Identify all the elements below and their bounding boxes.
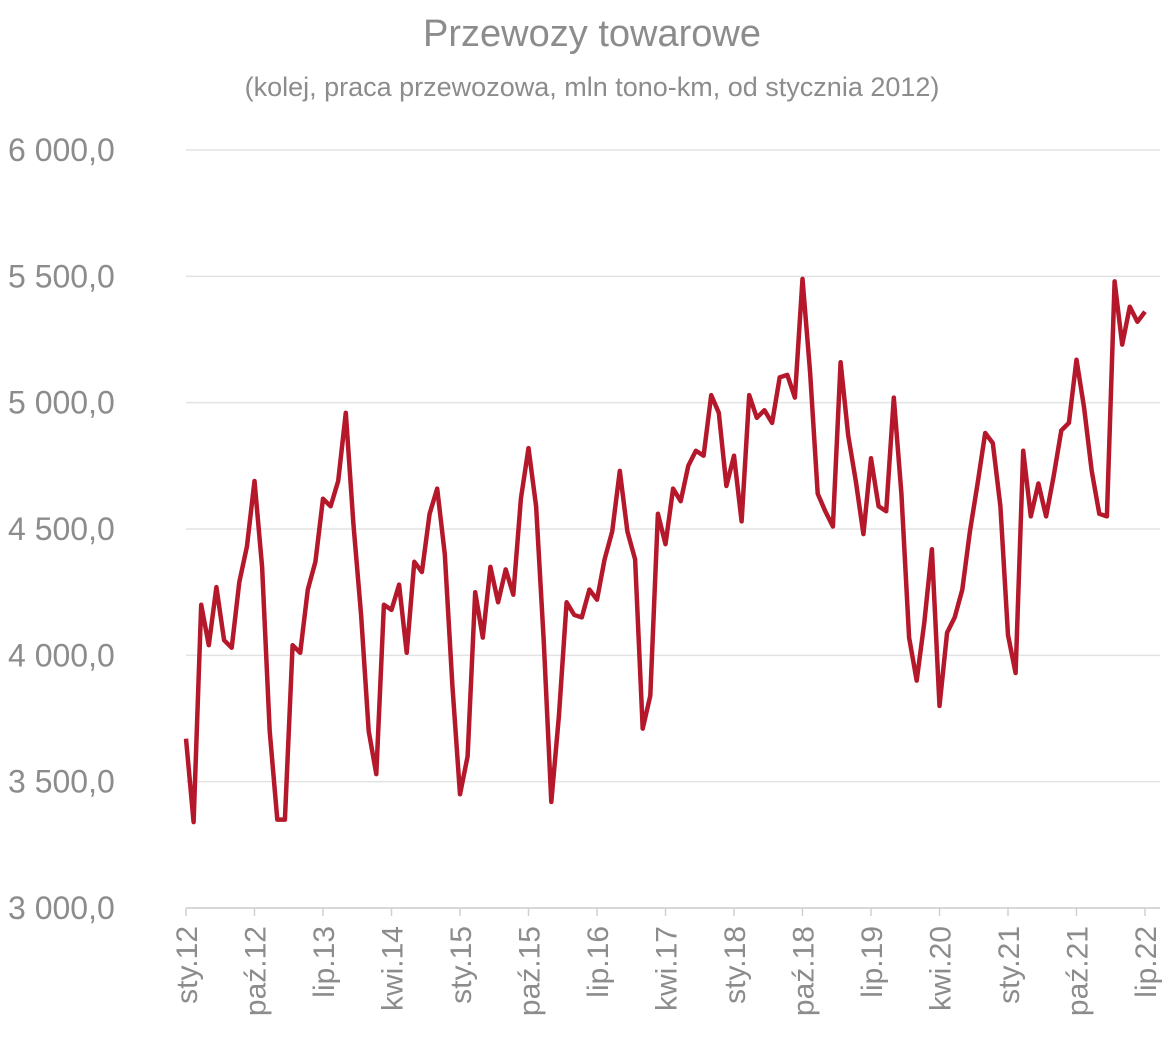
y-tick-label: 3 000,0 [8,890,115,926]
data-line [183,276,1147,825]
x-tick-label: lip.19 [856,926,889,998]
x-tick-label: sty.15 [445,926,478,1004]
x-tick-label: paź.18 [788,926,821,1016]
chart-subtitle: (kolej, praca przewozowa, mln tono-km, o… [245,72,940,102]
x-tick-label: paź.15 [514,926,547,1016]
y-tick-label: 4 500,0 [8,511,115,547]
y-tick-label: 6 000,0 [8,132,115,168]
x-tick-label: sty.18 [719,926,752,1004]
chart-title: Przewozy towarowe [423,13,761,55]
x-tick-label: lip.22 [1130,926,1163,998]
x-tick-label: lip.13 [308,926,341,998]
y-tick-label: 3 500,0 [8,764,115,800]
x-tick-label: kwi.14 [377,926,410,1011]
x-tick-label: sty.21 [993,926,1026,1004]
x-tick-label: lip.16 [582,926,615,998]
y-tick-label: 5 500,0 [8,258,115,294]
x-tick-label: sty.12 [171,926,204,1004]
x-tick-label: kwi.20 [925,926,958,1011]
x-tick-label: paź.12 [240,926,273,1016]
y-tick-label: 4 000,0 [8,637,115,673]
y-tick-label: 5 000,0 [8,385,115,421]
x-tick-label: paź.21 [1062,926,1095,1016]
x-tick-label: kwi.17 [651,926,684,1011]
